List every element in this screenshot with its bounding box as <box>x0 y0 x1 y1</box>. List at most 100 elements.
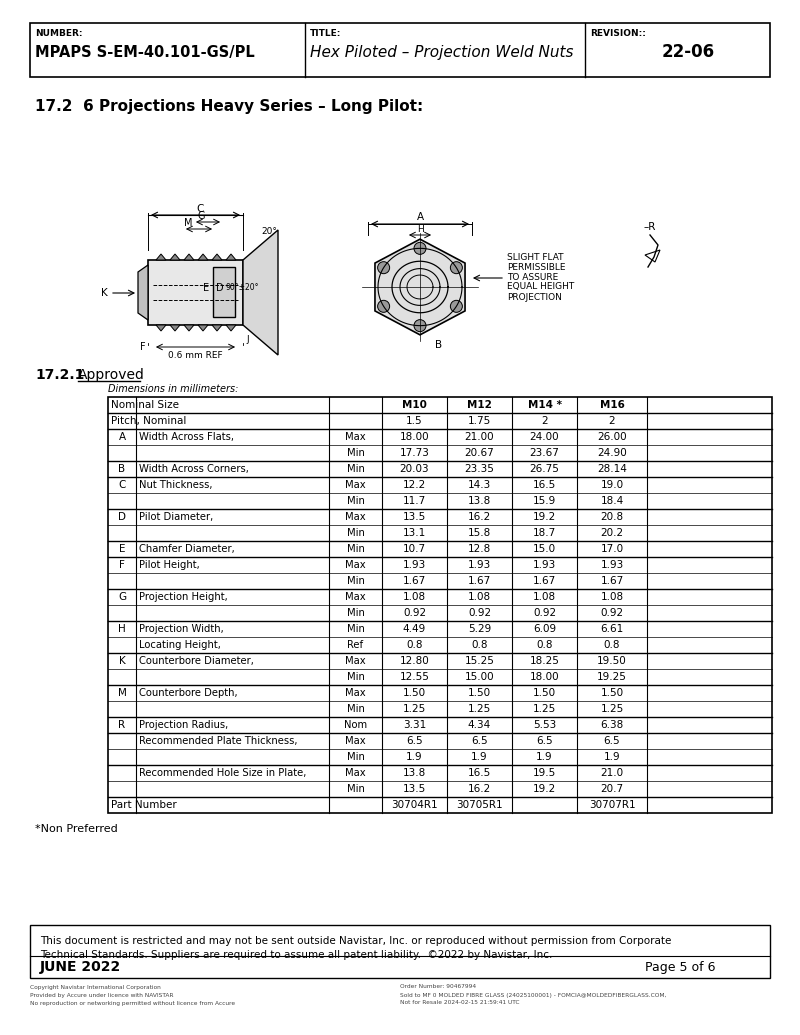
Text: M16: M16 <box>599 400 625 410</box>
Polygon shape <box>170 325 180 331</box>
Text: 28.14: 28.14 <box>597 464 627 474</box>
Text: 30705R1: 30705R1 <box>456 800 503 810</box>
Text: Max: Max <box>345 560 366 570</box>
Text: Min: Min <box>346 528 365 538</box>
Text: 15.9: 15.9 <box>533 496 556 506</box>
Text: B: B <box>435 341 442 350</box>
Text: This document is restricted and may not be sent outside Navistar, Inc. or reprod: This document is restricted and may not … <box>40 937 671 946</box>
Text: 1.9: 1.9 <box>604 752 620 762</box>
Text: 0.92: 0.92 <box>533 608 556 618</box>
Circle shape <box>450 262 462 273</box>
Bar <box>108 397 772 814</box>
Circle shape <box>378 300 390 313</box>
Text: No reproduction or networking permitted without licence from Accure: No reproduction or networking permitted … <box>30 1001 235 1005</box>
Text: 20°: 20° <box>261 228 277 237</box>
Text: E: E <box>118 544 126 554</box>
Text: NUMBER:: NUMBER: <box>35 29 82 38</box>
Text: Max: Max <box>345 768 366 778</box>
Text: M10: M10 <box>402 400 427 410</box>
Text: Nom: Nom <box>344 720 367 730</box>
Text: 19.0: 19.0 <box>601 480 623 490</box>
Text: 1.5: 1.5 <box>406 416 423 426</box>
Text: 20.2: 20.2 <box>601 528 623 538</box>
Text: Max: Max <box>345 736 366 746</box>
Polygon shape <box>226 325 236 331</box>
Text: C: C <box>118 480 126 490</box>
Text: F: F <box>140 342 146 352</box>
Text: Page 5 of 6: Page 5 of 6 <box>645 960 715 974</box>
Text: PERMISSIBLE: PERMISSIBLE <box>507 263 566 271</box>
Polygon shape <box>170 254 180 260</box>
Text: 1.50: 1.50 <box>601 688 623 698</box>
Text: 16.2: 16.2 <box>468 783 491 794</box>
Text: 1.93: 1.93 <box>600 560 624 570</box>
Text: 30707R1: 30707R1 <box>589 800 635 810</box>
Text: 0.92: 0.92 <box>403 608 426 618</box>
Text: 6.09: 6.09 <box>533 624 556 634</box>
Bar <box>30 925 770 978</box>
Text: 1.9: 1.9 <box>406 752 423 762</box>
Text: Pitch, Nominal: Pitch, Nominal <box>111 416 186 426</box>
Text: 13.8: 13.8 <box>468 496 491 506</box>
Text: JUNE 2022: JUNE 2022 <box>40 960 122 974</box>
Circle shape <box>414 320 426 331</box>
Text: Projection Radius,: Projection Radius, <box>139 720 228 730</box>
Text: K: K <box>118 656 126 666</box>
Text: 23.67: 23.67 <box>530 448 559 459</box>
Text: D: D <box>216 283 224 293</box>
Text: 1.25: 1.25 <box>533 704 556 714</box>
Text: Max: Max <box>345 592 366 602</box>
Text: 4.34: 4.34 <box>468 720 491 730</box>
Text: 0.92: 0.92 <box>601 608 623 618</box>
Text: 90°±20°: 90°±20° <box>226 284 259 293</box>
Text: Copyright Navistar International Corporation: Copyright Navistar International Corpora… <box>30 984 161 989</box>
Text: C: C <box>196 204 204 214</box>
Text: Not for Resale 2024-02-15 21:59:41 UTC: Not for Resale 2024-02-15 21:59:41 UTC <box>400 1001 519 1005</box>
Text: 26.75: 26.75 <box>530 464 559 474</box>
Text: TITLE:: TITLE: <box>310 29 342 38</box>
Text: Pilot Height,: Pilot Height, <box>139 560 200 570</box>
Text: D: D <box>118 512 126 522</box>
Text: Min: Min <box>346 608 365 618</box>
Polygon shape <box>375 239 465 335</box>
Text: 16.2: 16.2 <box>468 512 491 522</box>
Text: Hex Piloted – Projection Weld Nuts: Hex Piloted – Projection Weld Nuts <box>310 45 574 59</box>
Polygon shape <box>156 325 166 331</box>
Polygon shape <box>184 325 194 331</box>
Text: 6.38: 6.38 <box>600 720 624 730</box>
Text: 19.25: 19.25 <box>597 672 627 682</box>
Text: 1.93: 1.93 <box>533 560 556 570</box>
Text: Min: Min <box>346 448 365 459</box>
Text: Provided by Accure under licence with NAVISTAR: Provided by Accure under licence with NA… <box>30 993 174 998</box>
Text: Recommended Plate Thickness,: Recommended Plate Thickness, <box>139 736 298 746</box>
Text: 18.7: 18.7 <box>533 528 556 538</box>
Text: 1.08: 1.08 <box>601 592 623 602</box>
Polygon shape <box>198 254 208 260</box>
Text: –R: –R <box>643 221 655 232</box>
Polygon shape <box>156 254 166 260</box>
Text: Projection Width,: Projection Width, <box>139 624 224 634</box>
Text: 0.8: 0.8 <box>471 640 488 650</box>
Text: Order Number: 90467994: Order Number: 90467994 <box>400 984 476 989</box>
Text: 20.8: 20.8 <box>601 512 623 522</box>
Text: Max: Max <box>345 688 366 698</box>
Text: Dimensions in millimeters:: Dimensions in millimeters: <box>108 384 238 394</box>
Text: 6.61: 6.61 <box>600 624 624 634</box>
Text: 1.67: 1.67 <box>600 576 624 586</box>
Text: Width Across Flats,: Width Across Flats, <box>139 432 234 442</box>
Text: Part Number: Part Number <box>111 800 177 810</box>
Text: Min: Min <box>346 496 365 506</box>
Text: M: M <box>184 218 192 228</box>
Text: H: H <box>417 226 423 235</box>
Text: SLIGHT FLAT: SLIGHT FLAT <box>507 253 563 262</box>
Polygon shape <box>212 254 222 260</box>
Text: 15.25: 15.25 <box>465 656 494 666</box>
Text: G: G <box>198 211 205 221</box>
Text: REVISION::: REVISION:: <box>590 29 646 38</box>
Text: Approved: Approved <box>78 368 145 382</box>
Circle shape <box>450 300 462 313</box>
Text: R: R <box>118 720 126 730</box>
Text: 3.31: 3.31 <box>403 720 426 730</box>
Text: H: H <box>118 624 126 634</box>
Text: Min: Min <box>346 704 365 714</box>
